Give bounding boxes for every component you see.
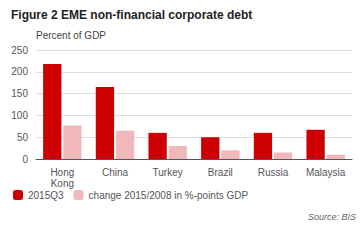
svg-text:2015Q3: 2015Q3	[28, 190, 64, 201]
svg-text:Percent of GDP: Percent of GDP	[36, 30, 106, 41]
svg-text:Russia: Russia	[258, 167, 289, 178]
svg-text:Malaysia: Malaysia	[306, 167, 346, 178]
svg-text:0: 0	[22, 154, 28, 165]
svg-text:150: 150	[11, 88, 28, 99]
svg-text:Hong: Hong	[50, 167, 74, 178]
svg-text:200: 200	[11, 66, 28, 77]
svg-text:Figure 2 EME non-financial cor: Figure 2 EME non-financial corporate deb…	[11, 8, 252, 22]
svg-text:China: China	[102, 167, 129, 178]
svg-text:100: 100	[11, 110, 28, 121]
svg-text:Source: BIS: Source: BIS	[308, 212, 356, 222]
svg-text:Turkey: Turkey	[153, 167, 183, 178]
svg-text:Kong: Kong	[51, 178, 74, 189]
svg-text:250: 250	[11, 45, 28, 56]
svg-text:change 2015/2008 in %-points G: change 2015/2008 in %-points GDP	[89, 190, 249, 201]
svg-text:50: 50	[17, 132, 29, 143]
svg-text:Brazil: Brazil	[208, 167, 233, 178]
